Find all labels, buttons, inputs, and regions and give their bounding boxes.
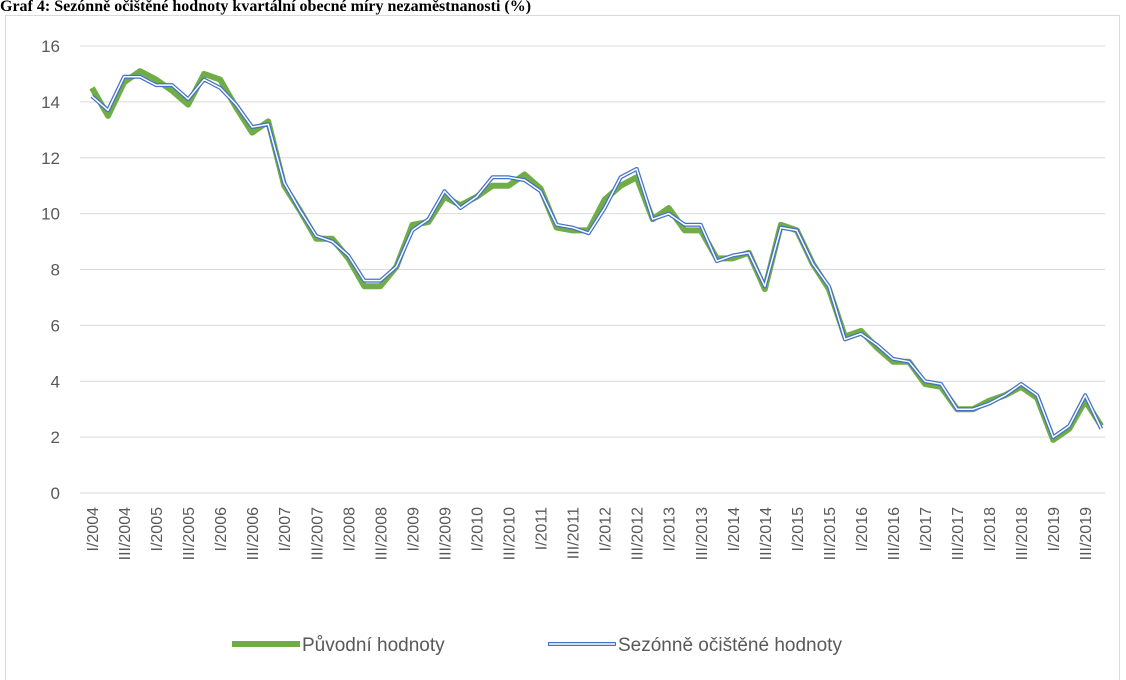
x-tick-label: III/2005 <box>181 507 198 560</box>
x-tick-label: III/2011 <box>566 507 583 559</box>
x-tick-label: I/2013 <box>662 507 679 552</box>
x-tick-label: I/2010 <box>469 507 486 552</box>
x-tick-label: I/2015 <box>790 507 807 552</box>
x-tick-label: I/2016 <box>854 507 871 552</box>
chart-title: Graf 4: Sezónně očištěné hodnoty kvartál… <box>0 0 531 15</box>
x-tick-label: I/2006 <box>213 507 230 552</box>
x-tick-label: I/2018 <box>982 507 999 552</box>
y-tick-label: 0 <box>51 484 60 503</box>
line-inner <box>91 75 1102 438</box>
y-tick-label: 4 <box>51 372 60 391</box>
x-tick-label: I/2004 <box>85 507 102 552</box>
x-tick-label: III/2007 <box>309 507 326 560</box>
x-tick-label: I/2019 <box>1046 507 1063 552</box>
x-tick-label: III/2017 <box>950 507 967 560</box>
x-tick-label: I/2009 <box>405 507 422 552</box>
x-tick-label: III/2015 <box>822 507 839 560</box>
x-tick-label: III/2009 <box>437 507 454 560</box>
x-tick-label: III/2010 <box>502 507 519 560</box>
x-tick-label: III/2018 <box>1014 507 1031 560</box>
x-tick-label: III/2012 <box>630 507 647 560</box>
x-tick-label: III/2004 <box>117 507 134 560</box>
y-tick-label: 12 <box>41 149 60 168</box>
y-tick-label: 6 <box>51 316 60 335</box>
x-tick-label: III/2016 <box>886 507 903 560</box>
legend-label: Sezónně očištěné hodnoty <box>618 635 842 656</box>
y-tick-label: 2 <box>51 428 60 447</box>
x-tick-label: I/2017 <box>918 507 935 552</box>
chart-frame <box>5 15 1120 680</box>
x-tick-label: I/2008 <box>341 507 358 552</box>
x-tick-label: I/2014 <box>726 507 743 552</box>
x-tick-label: III/2019 <box>1078 507 1095 560</box>
x-tick-label: III/2013 <box>694 507 711 560</box>
x-tick-label: I/2005 <box>149 507 166 552</box>
x-tick-label: III/2006 <box>245 507 262 560</box>
legend-label: Původní hodnoty <box>302 635 445 656</box>
x-tick-label: I/2011 <box>534 507 551 550</box>
y-tick-label: 8 <box>51 261 60 280</box>
y-tick-label: 16 <box>41 37 60 56</box>
y-tick-label: 14 <box>41 93 60 112</box>
x-tick-label: I/2012 <box>598 507 615 552</box>
y-tick-label: 10 <box>41 205 60 224</box>
x-tick-label: I/2007 <box>277 507 294 552</box>
x-tick-label: III/2014 <box>758 507 775 560</box>
x-tick-label: III/2008 <box>373 507 390 560</box>
